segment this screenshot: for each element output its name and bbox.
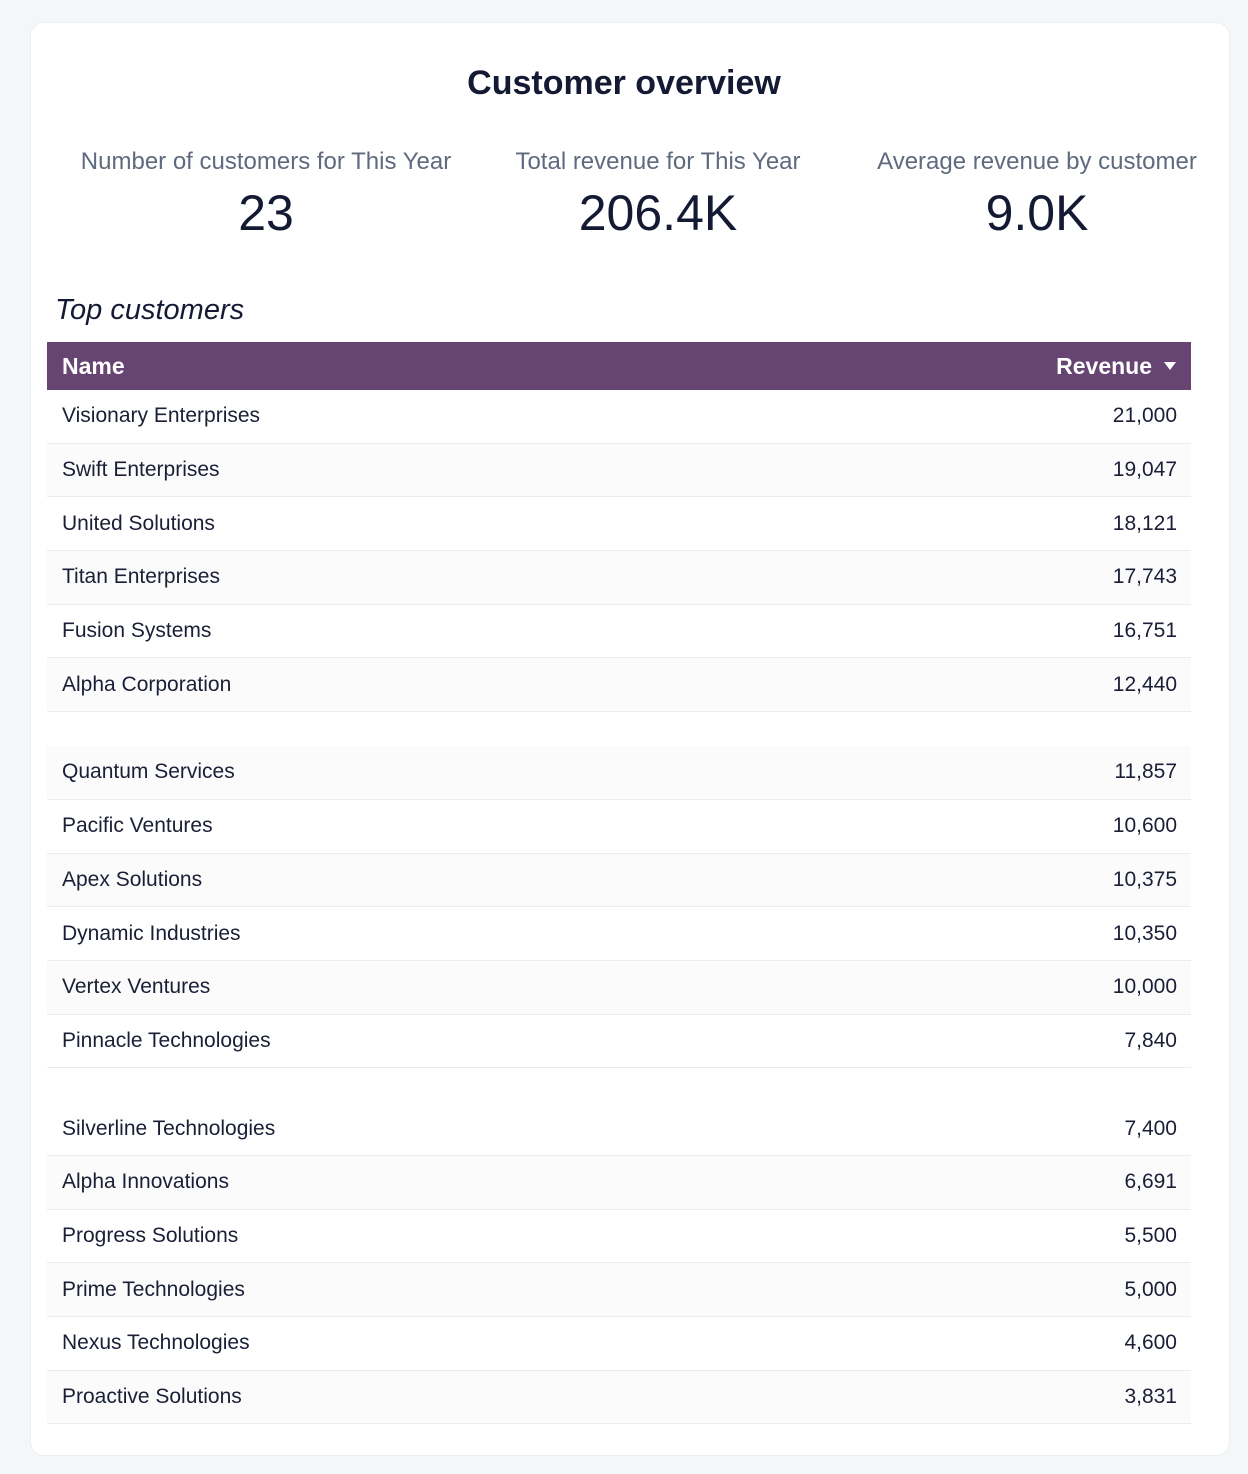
customer-name: Prime Technologies [62, 1277, 245, 1301]
customer-revenue: 17,743 [1112, 565, 1177, 589]
customer-name: Quantum Services [62, 760, 235, 784]
kpi-value: 23 [238, 185, 294, 241]
customer-name: Progress Solutions [62, 1223, 239, 1247]
customer-revenue: 5,500 [1124, 1223, 1177, 1247]
customer-name: Alpha Innovations [62, 1170, 229, 1194]
customer-revenue: 11,857 [1114, 760, 1177, 784]
kpi-customers: Number of customers for This Year 23 [60, 148, 472, 242]
customer-name: Titan Enterprises [62, 565, 220, 589]
table-gap [47, 712, 1191, 747]
kpi-label: Total revenue for This Year [515, 148, 801, 175]
section-title: Top customers [55, 294, 245, 326]
table-row[interactable]: Nexus Technologies 4,600 [47, 1317, 1191, 1371]
table-row[interactable]: Visionary Enterprises 21,000 [47, 390, 1191, 444]
table-row[interactable]: Pacific Ventures 10,600 [47, 800, 1191, 854]
customer-name: Proactive Solutions [62, 1385, 242, 1409]
customer-name: Apex Solutions [62, 867, 203, 891]
table-row[interactable]: United Solutions 18,121 [47, 497, 1191, 552]
customer-revenue: 12,440 [1112, 672, 1177, 696]
customer-revenue: 10,375 [1112, 867, 1177, 891]
customer-revenue: 16,751 [1112, 619, 1177, 643]
table-row[interactable]: Alpha Innovations 6,691 [47, 1155, 1191, 1210]
kpi-value: 206.4K [578, 185, 738, 241]
table-row[interactable]: Titan Enterprises 17,743 [47, 551, 1191, 605]
kpi-average-revenue: Average revenue by customer 9.0K [862, 148, 1212, 242]
customer-name: Vertex Ventures [62, 975, 211, 999]
table-body: Visionary Enterprises 21,000 Swift Enterpr… [47, 390, 1191, 1425]
customer-name: Pacific Ventures [62, 814, 213, 838]
customer-revenue: 10,350 [1112, 921, 1177, 945]
customer-revenue: 18,121 [1112, 511, 1177, 535]
kpi-label: Average revenue by customer [877, 148, 1197, 175]
table-row[interactable]: Vertex Ventures 10,000 [47, 960, 1191, 1015]
table-gap [47, 1068, 1191, 1103]
column-header-label: Revenue [1056, 352, 1152, 379]
kpi-value: 9.0K [985, 185, 1089, 241]
customer-revenue: 19,047 [1112, 458, 1177, 482]
caret-down-icon[interactable] [1164, 362, 1176, 370]
customer-name: United Solutions [62, 511, 215, 535]
table-row[interactable]: Proactive Solutions 3,831 [47, 1370, 1191, 1425]
customer-revenue: 4,600 [1124, 1331, 1177, 1355]
kpi-total-revenue: Total revenue for This Year 206.4K [500, 148, 816, 242]
page-title: Customer overview [467, 64, 781, 102]
column-header-revenue[interactable]: Revenue [1056, 353, 1176, 380]
customer-revenue: 6,691 [1124, 1170, 1177, 1194]
customer-revenue: 10,000 [1112, 975, 1177, 999]
customer-name: Dynamic Industries [62, 921, 241, 945]
kpi-label: Number of customers for This Year [80, 148, 452, 175]
customer-revenue: 3,831 [1124, 1385, 1177, 1409]
customer-name: Fusion Systems [62, 619, 212, 643]
top-customers-table: Name Revenue Visionary Enterprises 21,000… [47, 342, 1191, 1425]
customer-revenue: 5,000 [1124, 1277, 1177, 1301]
table-row[interactable]: Swift Enterprises 19,047 [47, 443, 1191, 498]
customer-revenue: 7,400 [1124, 1116, 1177, 1140]
customer-name: Silverline Technologies [62, 1116, 276, 1140]
column-header-name[interactable]: Name [62, 352, 125, 379]
table-row[interactable]: Alpha Corporation 12,440 [47, 658, 1191, 713]
table-row[interactable]: Apex Solutions 10,375 [47, 853, 1191, 908]
customer-name: Pinnacle Technologies [62, 1028, 271, 1052]
customer-name: Alpha Corporation [62, 672, 232, 696]
customer-name: Nexus Technologies [62, 1331, 250, 1355]
table-row[interactable]: Silverline Technologies 7,400 [47, 1102, 1191, 1156]
table-row[interactable]: Progress Solutions 5,500 [47, 1210, 1191, 1264]
customer-revenue: 7,840 [1124, 1028, 1177, 1052]
table-row[interactable]: Dynamic Industries 10,350 [47, 907, 1191, 961]
customer-revenue: 21,000 [1112, 404, 1177, 428]
customer-revenue: 10,600 [1112, 814, 1177, 838]
table-row[interactable]: Fusion Systems 16,751 [47, 605, 1191, 659]
table-header: Name Revenue [47, 342, 1191, 390]
table-row[interactable]: Quantum Services 11,857 [47, 746, 1191, 800]
customer-name: Visionary Enterprises [62, 404, 261, 428]
table-row[interactable]: Prime Technologies 5,000 [47, 1263, 1191, 1317]
table-row[interactable]: Pinnacle Technologies 7,840 [47, 1015, 1191, 1069]
customer-name: Swift Enterprises [62, 458, 220, 482]
